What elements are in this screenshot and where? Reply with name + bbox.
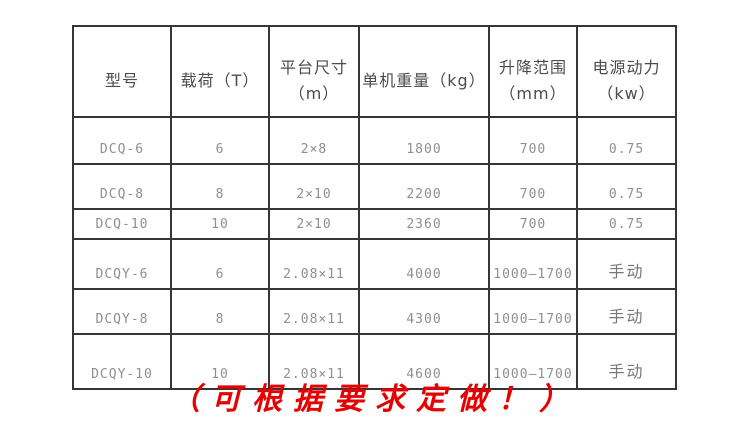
cell-range: 700 <box>488 163 578 210</box>
cell-power: 手动 <box>576 288 677 335</box>
cell-platform: 2×10 <box>268 163 360 210</box>
cell-platform: 2.08×11 <box>268 333 360 390</box>
cell-weight: 2360 <box>358 208 490 240</box>
cell-weight: 2200 <box>358 163 490 210</box>
cell-platform: 2.08×11 <box>268 288 360 335</box>
table-row: DCQ-6 6 2×8 1800 700 0.75 <box>72 116 677 165</box>
cell-load: 6 <box>170 116 270 165</box>
table-row: DCQY-6 6 2.08×11 4000 1000—1700 手动 <box>72 238 677 290</box>
table-row: DCQ-10 10 2×10 2360 700 0.75 <box>72 208 677 240</box>
cell-model: DCQ-10 <box>72 208 172 240</box>
cell-platform: 2×8 <box>268 116 360 165</box>
cell-model: DCQ-6 <box>72 116 172 165</box>
table-row: DCQY-10 10 2.08×11 4600 1000—1700 手动 <box>72 333 677 390</box>
table-row: DCQ-8 8 2×10 2200 700 0.75 <box>72 163 677 210</box>
header-row: 型号 载荷（T） 平台尺寸 （m） 单机重量（kg） 升降范围 （mm） 电源动… <box>72 25 677 118</box>
cell-power: 手动 <box>576 238 677 290</box>
cell-load: 8 <box>170 163 270 210</box>
cell-load: 10 <box>170 333 270 390</box>
cell-platform: 2.08×11 <box>268 238 360 290</box>
cell-weight: 4600 <box>358 333 490 390</box>
column-header-model: 型号 <box>72 25 172 118</box>
cell-load: 8 <box>170 288 270 335</box>
custom-order-note: （可根据要求定做！） <box>170 382 580 417</box>
cell-weight: 1800 <box>358 116 490 165</box>
cell-range: 1000—1700 <box>488 333 578 390</box>
cell-load: 10 <box>170 208 270 240</box>
cell-platform: 2×10 <box>268 208 360 240</box>
cell-power: 0.75 <box>576 116 677 165</box>
cell-load: 6 <box>170 238 270 290</box>
column-header-platform: 平台尺寸 （m） <box>268 25 360 118</box>
cell-model: DCQY-8 <box>72 288 172 335</box>
cell-range: 1000—1700 <box>488 238 578 290</box>
column-header-power: 电源动力 （kw） <box>576 25 677 118</box>
cell-model: DCQY-10 <box>72 333 172 390</box>
cell-weight: 4000 <box>358 238 490 290</box>
spec-table: 型号 载荷（T） 平台尺寸 （m） 单机重量（kg） 升降范围 （mm） 电源动… <box>72 25 677 390</box>
cell-power: 0.75 <box>576 208 677 240</box>
cell-range: 700 <box>488 116 578 165</box>
cell-model: DCQY-6 <box>72 238 172 290</box>
cell-weight: 4300 <box>358 288 490 335</box>
column-header-range: 升降范围 （mm） <box>488 25 578 118</box>
cell-power: 0.75 <box>576 163 677 210</box>
cell-range: 1000—1700 <box>488 288 578 335</box>
table-row: DCQY-8 8 2.08×11 4300 1000—1700 手动 <box>72 288 677 335</box>
cell-power: 手动 <box>576 333 677 390</box>
column-header-load: 载荷（T） <box>170 25 270 118</box>
column-header-weight: 单机重量（kg） <box>358 25 490 118</box>
cell-range: 700 <box>488 208 578 240</box>
cell-model: DCQ-8 <box>72 163 172 210</box>
